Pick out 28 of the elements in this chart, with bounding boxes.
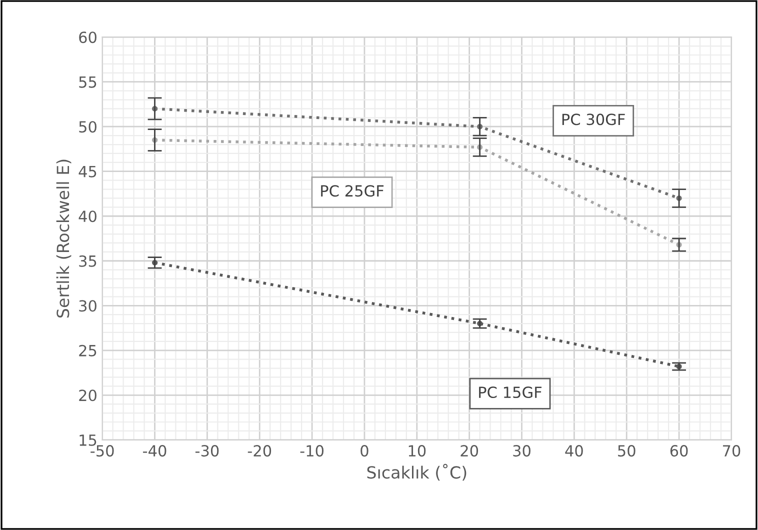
x-tick-label: -10 bbox=[300, 445, 324, 457]
text: PC 15GF bbox=[479, 386, 542, 398]
y-tick-label: 40 bbox=[78, 210, 96, 222]
x-tick-label: 40 bbox=[565, 445, 583, 457]
x-tick-label: -50 bbox=[90, 445, 114, 457]
y-tick-label: 35 bbox=[79, 255, 96, 267]
y-tick-label: 55 bbox=[79, 76, 96, 88]
series-label: PC 30GF bbox=[562, 114, 625, 126]
text: PC 25GF bbox=[321, 185, 384, 197]
y-tick-label: 25 bbox=[79, 344, 96, 356]
x-tick-label: 0 bbox=[360, 445, 368, 457]
x-tick-label: -40 bbox=[143, 445, 166, 457]
x-tick-label: 50 bbox=[618, 445, 636, 457]
x-tick-label: -30 bbox=[195, 445, 219, 457]
x-tick-label: 10 bbox=[408, 445, 426, 457]
y-tick-label: 15 bbox=[80, 434, 96, 446]
y-tick-label: 20 bbox=[79, 390, 96, 402]
x-tick-label: 30 bbox=[513, 445, 530, 457]
x-tick-label: 70 bbox=[723, 445, 740, 457]
y-tick-label: 30 bbox=[79, 300, 96, 312]
x-tick-label: 20 bbox=[460, 445, 478, 457]
x-tick-label: 60 bbox=[670, 445, 688, 457]
y-tick-label: 45 bbox=[78, 166, 96, 178]
y-tick-label: 50 bbox=[79, 121, 96, 133]
y-axis-title: Sertlik (Rockwell E) bbox=[56, 160, 72, 318]
x-tick-label: -20 bbox=[248, 445, 272, 457]
y-tick-label: 60 bbox=[79, 32, 96, 44]
x-axis-title: Sıcaklık (˚C) bbox=[367, 464, 466, 481]
